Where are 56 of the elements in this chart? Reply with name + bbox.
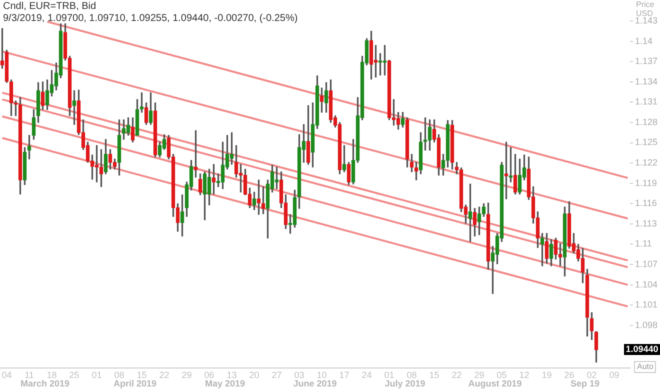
x-tick-label: 17 [339,370,350,380]
text: July 2019 [384,378,426,388]
x-tick-label: 10 [316,370,327,380]
x-tick-label: 09 [609,370,620,380]
y-tick-label: 1.113 [635,218,657,228]
y-tick-label: 1.11 [635,238,652,249]
y-tick-label: 1.125 [635,137,658,148]
x-tick-label: 13 [226,370,237,380]
x-tick-label: 01 [92,370,102,380]
x-tick-label: 15 [429,370,440,380]
y-tick-label: 1.116 [635,198,657,208]
x-tick-label: 04 [2,370,12,380]
text: May 2019 [204,378,246,388]
x-tick-label: 19 [542,370,552,380]
text: Auto [634,361,656,373]
y-axis-title: Price USD [636,0,654,18]
y-tick-label: 1.137 [635,56,658,66]
y-tick-label: 1.131 [635,96,658,107]
y-tick-label: 1.134 [635,76,658,86]
x-tick-label: 26 [564,370,574,380]
x-tick-label: 27 [272,370,282,380]
x-tick-label: 11 [24,370,34,380]
x-tick-label: 29 [474,370,484,380]
x-tick-label: 22 [159,370,170,380]
x-tick-label: 01 [384,370,394,380]
x-tick-label: 02 [586,370,597,380]
y-tick-label: 1.119 [635,178,657,188]
y-tick-label: 1.128 [635,116,658,127]
text: March 2019 [20,378,70,388]
x-tick-label: 18 [46,370,57,380]
y-tick-label: 1.14 [635,36,653,46]
y-tick-label: 1.104 [635,279,658,290]
x-tick-label: 22 [452,370,462,380]
x-tick-label: 29 [182,370,192,380]
annotation: 1.09440 [624,344,660,355]
y-tick-label: 1.107 [635,258,658,269]
y-tick-label: 1.122 [635,158,658,168]
x-tick-label: 05 [496,370,507,380]
y-tick-label: 1.143 [635,15,658,26]
x-tick-label: 06 [204,370,214,380]
text: June 2019 [293,378,337,388]
x-tick-label: 03 [294,370,304,380]
x-tick-label: 24 [362,370,372,380]
text: August 2019 [468,378,522,388]
x-tick-label: 12 [519,370,530,380]
chart-subtitle: 9/3/2019, 1.09700, 1.09710, 1.09255, 1.09440, -0.00270, (-0.25%) [3,13,298,25]
x-tick-label: 20 [249,370,260,380]
y-tick-label: 1.098 [635,320,658,330]
x-tick-label: 25 [69,370,80,380]
chart-title: Cndl, EUR=TRB, Bid [3,1,98,13]
text: April 2019 [113,378,157,388]
x-tick-label: 08 [114,370,124,380]
x-tick-label: 15 [136,370,147,380]
x-tick-label: 08 [406,370,417,380]
text: Sep 19 [570,378,600,388]
y-tick-label: 1.101 [635,300,658,310]
